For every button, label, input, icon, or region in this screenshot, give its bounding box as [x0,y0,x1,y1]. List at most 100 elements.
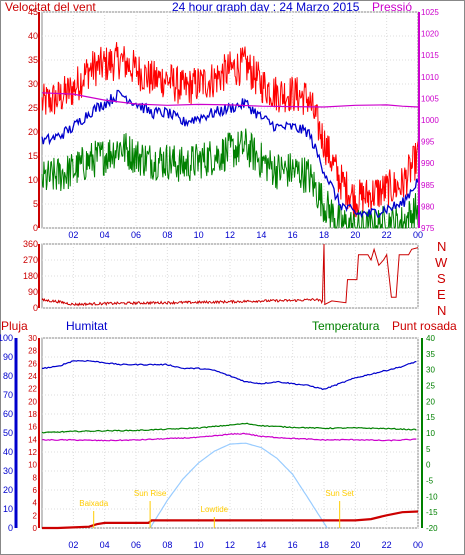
wind-y-tick: 0 [33,223,38,233]
humidity-x-tick: 04 [100,540,110,550]
rain-y-tick: 4 [33,499,38,508]
wind-x-tick: 20 [350,230,360,240]
temperature-label: Temperatura [312,319,380,333]
direction-y-tick: 180 [23,271,38,281]
wind-y-tick: 45 [28,7,38,17]
temperature-y-tick: 0 [426,461,431,470]
temperature-y-tick: 25 [426,382,435,391]
humidity-x-tick: 06 [131,540,141,550]
humidity-y-tick: 50 [3,428,13,438]
pressure-y-tick: 1020 [421,30,439,39]
wind-y-tick: 5 [33,199,38,209]
rain-y-tick: 8 [33,473,38,482]
direction-letter-2: W [435,255,448,270]
humidity-x-tick: 12 [225,540,235,550]
temperature-y-tick: -5 [426,477,434,486]
humidity-y-tick: 70 [3,390,13,400]
direction-plot-area [41,243,419,309]
wind-gust-line [41,42,419,218]
rain-y-tick: 18 [28,410,37,419]
temperature-y-tick: 10 [426,429,435,438]
direction-y-tick: 90 [28,287,38,297]
event-label-0: Baixada [79,499,108,508]
wind-x-tick: 14 [256,230,266,240]
humidity-x-tick: 10 [194,540,204,550]
humidity-y-tick: 100 [0,333,13,343]
rain-y-tick: 2 [33,511,38,520]
event-label-3: Sun Set [325,489,354,498]
dewpoint-label: Punt rosada [392,319,457,333]
temperature-y-tick: 20 [426,397,435,406]
direction-letter-5: N [437,303,447,318]
event-label-2: Lowtide [201,505,229,514]
wind-y-tick: 10 [28,175,38,185]
pressure-y-tick: 1010 [421,73,439,82]
wind-x-tick: 04 [100,230,110,240]
direction-letter-1: N [437,239,447,254]
solar-radiation-line [149,442,328,529]
humidity-x-tick: 16 [288,540,298,550]
wind-x-tick: 00 [413,230,423,240]
event-label-1: Sun Rise [134,489,167,498]
wind-x-tick: 06 [131,230,141,240]
temperature-line [41,422,417,434]
wind-x-tick: 10 [194,230,204,240]
rain-label: Pluja [1,319,28,333]
rain-y-tick: 28 [28,347,37,356]
rain-y-tick: 26 [28,359,37,368]
rain-y-tick: 10 [28,461,37,470]
rain-y-tick: 30 [28,334,37,343]
humidity-label: Humitat [66,319,108,333]
humidity-y-tick: 30 [3,466,13,476]
humidity-y-tick: 90 [3,352,13,362]
pressure-y-tick: 1005 [421,94,439,103]
graph-title: 24 hour graph day : 24 Marzo 2015 [172,0,360,14]
humidity-y-tick: 20 [3,485,13,495]
rain-y-tick: 20 [28,397,37,406]
pressure-title: Pressió [372,0,413,14]
wind-min-line [41,128,419,229]
pressure-line [41,92,419,108]
direction-y-tick: 270 [23,255,38,265]
wind-x-tick: 02 [68,230,78,240]
wind-x-tick: 16 [288,230,298,240]
pressure-y-tick: 995 [421,138,435,147]
wind-direction-line [41,243,419,307]
pressure-y-tick: 985 [421,181,435,190]
temperature-y-tick: -15 [426,508,438,517]
pressure-y-tick: 980 [421,202,435,211]
temperature-y-tick: 40 [426,334,435,343]
humidity-y-tick: 0 [8,523,13,533]
wind-y-tick: 15 [28,151,38,161]
humidity-y-tick: 10 [3,504,13,514]
wind-y-tick: 25 [28,103,38,113]
direction-y-tick: 360 [23,239,38,249]
pressure-y-tick: 1025 [421,8,439,17]
wind-y-tick: 20 [28,127,38,137]
wind-y-tick: 40 [28,31,38,41]
humidity-y-tick: 60 [3,409,13,419]
rain-y-tick: 22 [28,385,37,394]
rain-y-tick: 16 [28,423,37,432]
direction-letter-3: S [437,271,446,286]
rain-y-tick: 12 [28,448,37,457]
humidity-x-tick: 08 [162,540,172,550]
humidity-y-tick: 40 [3,447,13,457]
temperature-y-tick: -20 [426,524,438,533]
temperature-y-tick: 5 [426,445,431,454]
pressure-y-tick: 1000 [421,116,439,125]
humidity-y-tick: 80 [3,371,13,381]
dewpoint-line [41,432,417,442]
wind-x-tick: 22 [382,230,392,240]
temperature-y-tick: 35 [426,350,435,359]
temperature-y-tick: 15 [426,413,435,422]
wind-x-tick: 08 [162,230,172,240]
humidity-x-tick: 14 [256,540,266,550]
pressure-y-tick: 975 [421,224,435,233]
wind-y-tick: 35 [28,55,38,65]
temperature-y-tick: -10 [426,492,438,501]
rain-y-tick: 0 [33,524,38,533]
pressure-y-tick: 1015 [421,51,439,60]
rain-y-tick: 24 [28,372,37,381]
